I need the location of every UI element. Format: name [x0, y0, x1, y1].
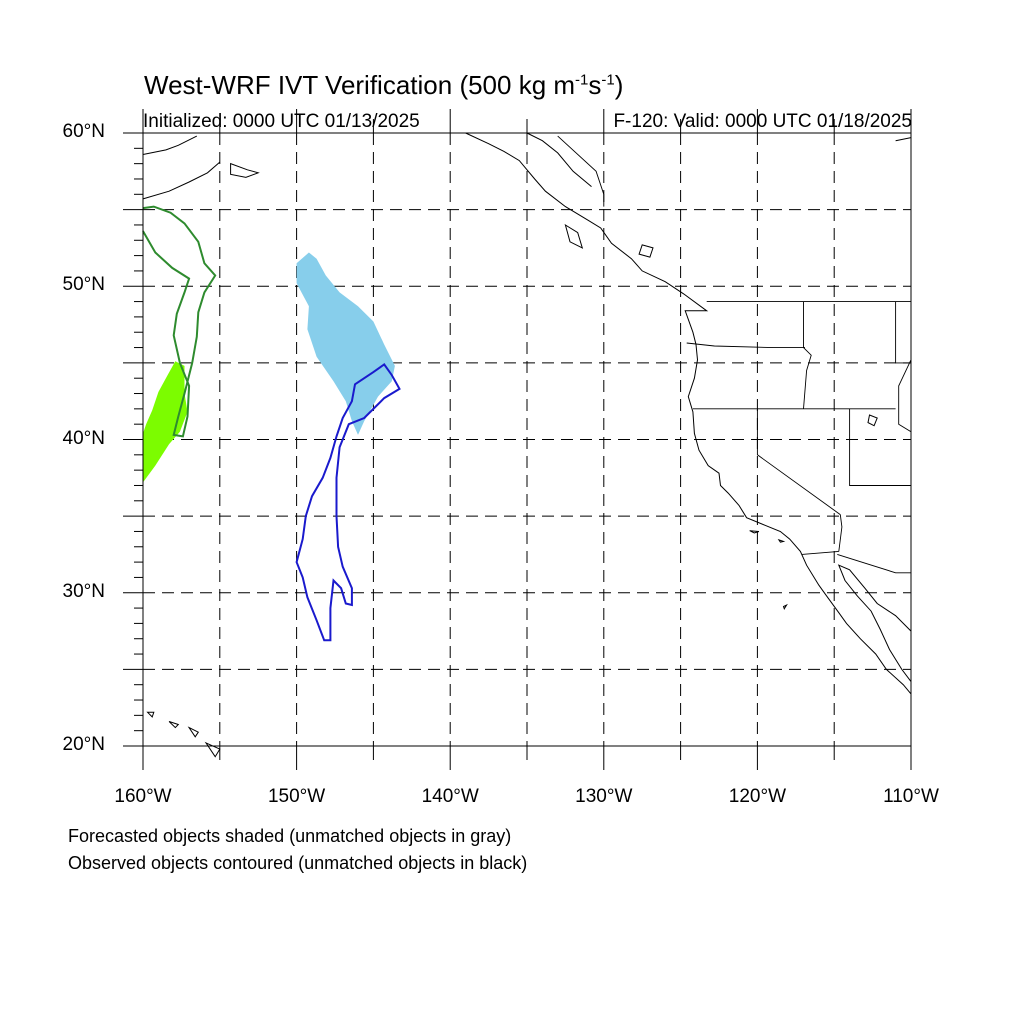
caption-observed: Observed objects contoured (unmatched ob… — [68, 853, 528, 873]
lat-label: 60°N — [62, 121, 105, 142]
border-line — [895, 301, 911, 364]
border-line — [849, 408, 911, 486]
lon-label: 110°W — [883, 786, 939, 807]
island-outline — [168, 721, 180, 729]
border-line — [838, 514, 843, 552]
caption-forecast: Forecasted objects shaded (unmatched obj… — [68, 826, 512, 846]
lat-label: 50°N — [62, 274, 105, 296]
island-outline — [146, 711, 155, 718]
island-outline — [204, 741, 221, 758]
border-line — [898, 359, 912, 433]
island-outline — [187, 726, 200, 738]
island-outline — [782, 603, 788, 610]
observed-contour-blue — [295, 363, 401, 642]
lat-lon-grid — [143, 133, 911, 746]
coastline-alaska — [142, 135, 198, 155]
great-salt-lake-outline — [867, 414, 878, 427]
coastline-panhandle — [526, 132, 592, 187]
observed-contour-green — [142, 205, 217, 438]
coastline-hudson — [895, 137, 912, 142]
border-line — [837, 553, 911, 574]
kodiak-island — [230, 162, 260, 178]
valid-time-text: F-120: Valid: 0000 UTC 01/18/2025 — [613, 111, 912, 132]
island-outline — [564, 223, 584, 249]
coastline-west — [465, 132, 912, 695]
island-outline — [777, 538, 786, 543]
lon-label: 160°W — [114, 786, 172, 807]
lon-label: 120°W — [728, 786, 786, 807]
border-line — [756, 408, 841, 515]
lon-label: 140°W — [421, 786, 479, 807]
coastlines — [142, 132, 912, 758]
border-line — [801, 550, 839, 555]
chart-title: West-WRF IVT Verification (500 kg m-1s-1… — [144, 70, 624, 100]
lat-label: 30°N — [62, 580, 105, 602]
border-line — [803, 301, 812, 409]
island-outline — [749, 530, 760, 534]
lat-label: 40°N — [62, 427, 105, 449]
forecast-object-blue — [296, 252, 395, 435]
forecast-object-green — [143, 361, 188, 483]
border-line — [557, 135, 605, 207]
island-outline — [638, 244, 654, 258]
initialized-text: Initialized: 0000 UTC 01/13/2025 — [143, 111, 420, 132]
lat-label: 20°N — [62, 734, 105, 755]
coastline-alaska-peninsula — [142, 161, 221, 200]
lon-label: 150°W — [267, 786, 326, 807]
coastline-gulf-of-california — [837, 564, 912, 682]
ivt-objects — [142, 205, 401, 642]
lon-label: 130°W — [575, 786, 633, 807]
border-line — [686, 342, 805, 349]
axis-ticks — [123, 109, 912, 770]
